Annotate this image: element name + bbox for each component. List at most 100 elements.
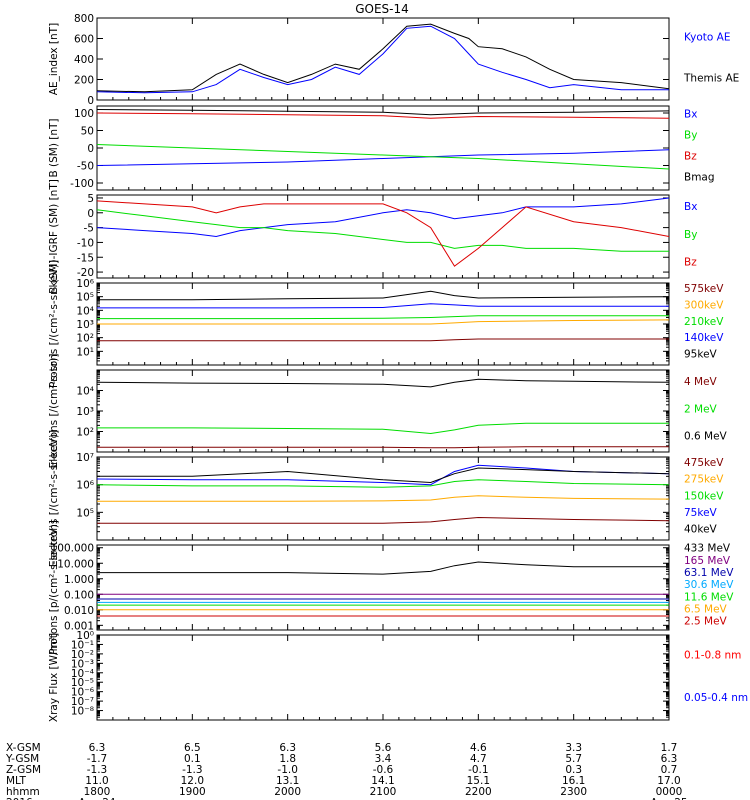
series-line-275keV	[97, 495, 670, 502]
ephemeris-value: 3.3	[565, 742, 582, 754]
ephemeris-row-label: MLT	[6, 775, 26, 787]
ephemeris-value: 16.1	[562, 775, 585, 787]
series-line-75keV	[96, 464, 670, 486]
legend-entry: 11.6 MeV	[684, 591, 734, 603]
ephemeris-value: -1.7	[87, 753, 108, 765]
series-line-Bz	[96, 112, 670, 119]
ephemeris-row-label: 2016	[6, 797, 33, 800]
panel-6: 10⁵ 10⁶ 10⁷ Electrons [/(cm²-s-sr-keV)] 475k…	[48, 430, 724, 567]
ytick-label: 10⁵	[76, 292, 94, 304]
series-line-Bz	[96, 200, 670, 267]
ephemeris-value: 6.3	[89, 742, 106, 754]
series-line-433-MeV	[97, 561, 669, 575]
ephemeris-value: 0000	[656, 786, 683, 798]
ytick-label: 10⁰	[76, 630, 94, 642]
y-axis-label: Electrons [/(cm²-s-sr)]	[48, 354, 60, 469]
ytick-label: 200	[74, 75, 94, 87]
ytick-label: 600	[74, 34, 94, 46]
ytick-label: -15	[77, 252, 94, 264]
ytick-label: 10.000	[57, 558, 94, 570]
ephemeris-value: 6.5	[184, 742, 201, 754]
ytick-label: -50	[77, 161, 94, 173]
ephemeris-value: 5.6	[375, 742, 392, 754]
legend-entry: 275keV	[684, 474, 724, 486]
y-axis-label: Electrons [/(cm²-s-sr-keV)]	[48, 430, 60, 567]
legend-entry: 30.6 MeV	[684, 579, 734, 591]
ephemeris-value: 13.1	[276, 775, 299, 787]
ytick-label: 10⁻⁴	[71, 668, 94, 680]
ytick-label: 0	[87, 143, 94, 155]
panel-5: 10² 10³ 10⁴ Electrons [/(cm²-s-sr)] 4 MeV 2 M…	[48, 354, 728, 469]
ephemeris-value: Aug 25	[650, 797, 687, 800]
legend-entry: 150keV	[684, 490, 724, 502]
legend-entry: Bz	[684, 151, 697, 163]
ephemeris-value: -1.3	[87, 764, 108, 776]
ytick-label: 10²	[76, 333, 94, 345]
ytick-label: 10⁻⁵	[71, 677, 94, 689]
series-line-40keV	[97, 467, 670, 484]
legend-entry: 575keV	[684, 283, 724, 295]
panel-3: -20 -15 -10 -5 0 5 B (SM)-IGRF (SM) [nT] Bx By Bz	[48, 179, 697, 294]
ytick-label: 0	[87, 208, 94, 220]
panel-frame	[96, 634, 670, 721]
panel-frame	[96, 194, 670, 279]
ytick-label: 10³	[76, 319, 94, 331]
panel-frame	[96, 17, 670, 101]
ytick-label: 10³	[76, 406, 94, 418]
ephemeris-value: 4.6	[470, 742, 487, 754]
ytick-label: 10⁻³	[71, 658, 94, 670]
series-line-By	[96, 209, 669, 252]
ytick-label: 10⁵	[76, 507, 94, 519]
ytick-label: 0.100	[64, 589, 94, 601]
legend-entry: Kyoto AE	[684, 32, 730, 44]
ephemeris-value: 12.0	[181, 775, 204, 787]
ephemeris-value: 1900	[179, 786, 206, 798]
legend-entry: 433 MeV	[684, 543, 731, 555]
ephemeris-value: 15.1	[467, 775, 490, 787]
legend-entry: 40keV	[684, 524, 718, 536]
series-line-210keV	[97, 315, 669, 320]
series-line-300keV	[97, 319, 670, 325]
legend-entry: 2 MeV	[684, 403, 718, 415]
ytick-label: 10⁴	[76, 305, 94, 317]
panel-7: 0.001 0.010 0.100 1.000 10.000 100.000Protons…	[48, 520, 734, 655]
ephemeris-value: 4.7	[470, 753, 487, 765]
y-axis-label: Protons [p/(cm²-s-sr-keV)]	[48, 520, 60, 655]
ytick-label: 1.000	[64, 574, 94, 586]
panel-frame	[96, 544, 670, 631]
legend-entry: 300keV	[684, 299, 724, 311]
ephemeris-value: 0.1	[184, 753, 201, 765]
ytick-label: 5	[87, 193, 94, 205]
ytick-label: 10²	[76, 427, 94, 439]
ephemeris-value: 6.3	[279, 742, 296, 754]
ephemeris-value: 2000	[274, 786, 301, 798]
ytick-label: 0.001	[64, 620, 94, 632]
ytick-label: 10⁻⁶	[71, 687, 94, 699]
ephemeris-value: Aug 24	[78, 797, 116, 800]
series-line-140keV	[97, 303, 669, 309]
legend-entry: Bx	[684, 109, 697, 121]
series-line-Bx	[96, 149, 670, 166]
panel-2: -100 -50 0 50 100 B (SM) [nT] Bx By Bz Bmag	[48, 105, 715, 191]
ytick-label: 10⁴	[76, 386, 94, 398]
series-line-Kyoto-AE	[96, 25, 669, 94]
ephemeris-value: 17.0	[657, 775, 680, 787]
ytick-label: 10⁻⁷	[71, 696, 94, 708]
ytick-label: 10⁶	[76, 480, 94, 492]
legend-entry: Bmag	[684, 172, 715, 184]
ytick-label: 100	[74, 108, 94, 120]
legend-entry: 210keV	[684, 316, 724, 328]
ephemeris-value: 1.7	[661, 742, 678, 754]
ephemeris-value: 14.1	[371, 775, 394, 787]
ephemeris-value: 0.7	[661, 764, 678, 776]
series-line-Bx	[96, 197, 670, 238]
panel-1: 0 200 400 600 800 AE_index [nT] Kyoto AE Themis…	[48, 13, 739, 107]
legend-entry: 4 MeV	[684, 376, 718, 388]
ytick-label: 800	[74, 13, 94, 25]
panel-frame	[96, 369, 670, 453]
legend-entry: 2.5 MeV	[684, 616, 728, 628]
legend-entry: 63.1 MeV	[684, 567, 734, 579]
